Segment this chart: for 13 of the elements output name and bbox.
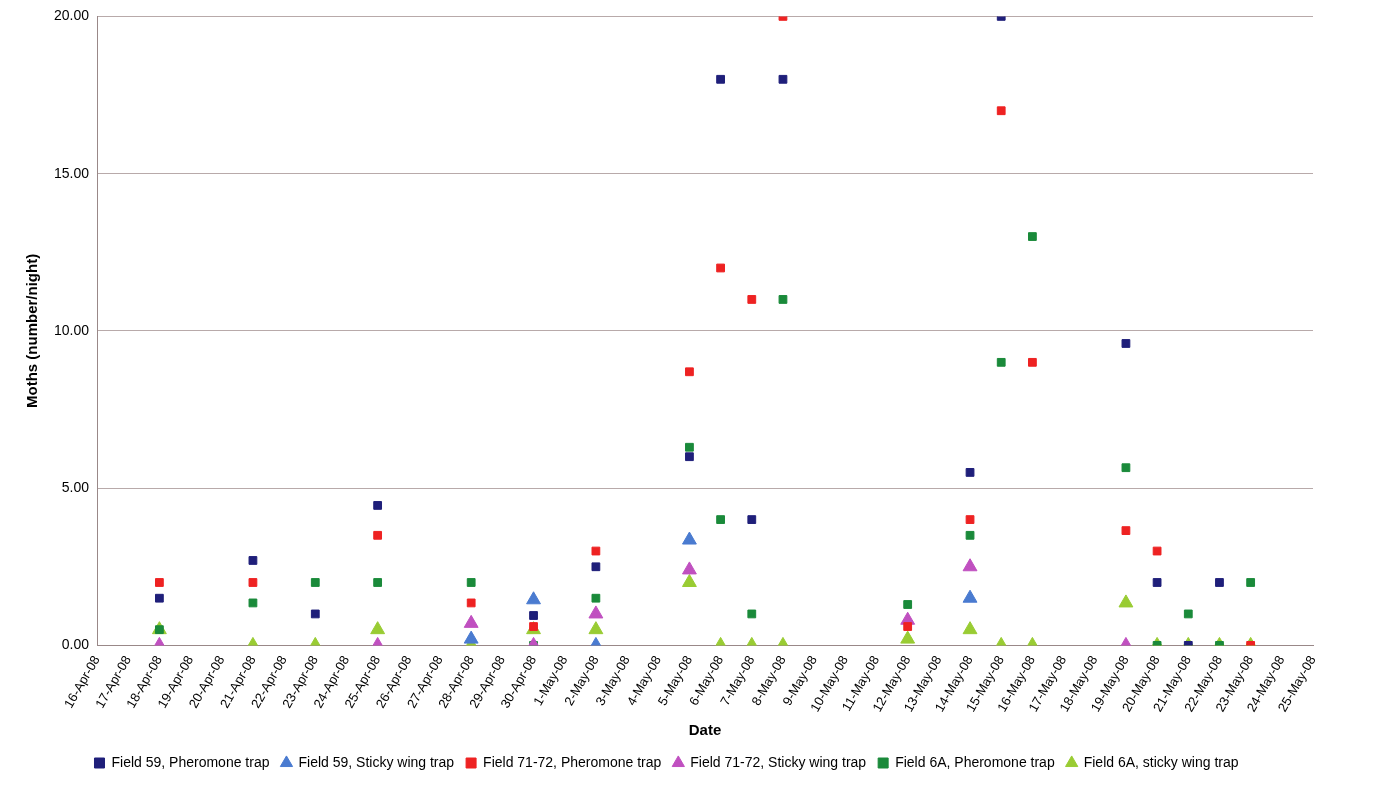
y-tick-label: 15.00 [53,164,90,181]
x-axis-title: Date [688,721,722,739]
y-tick-label: 10.00 [53,321,90,338]
legend-label: Field 6A, sticky wing trap [1083,753,1239,770]
y-tick-label: 0.00 [61,636,90,653]
y-axis-title: Moths (number/night) [23,253,41,408]
y-tick-label: 5.00 [61,479,90,495]
legend-label: Field 6A, Pheromone trap [895,753,1055,770]
legend-label: Field 71-72, Sticky wing trap [690,753,867,770]
legend-label: Field 59, Pheromone trap [111,753,270,770]
legend-label: Field 71-72, Pheromone trap [483,753,662,770]
legend-label: Field 59, Sticky wing trap [298,753,455,770]
y-tick-label: 20.00 [53,7,90,24]
